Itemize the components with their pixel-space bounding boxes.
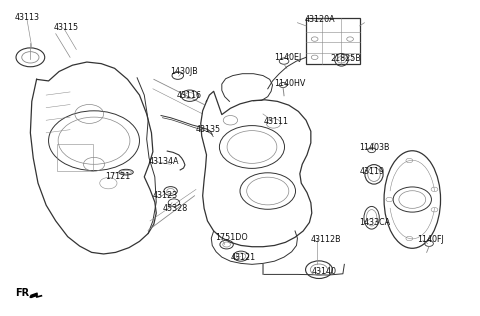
- Text: 43112B: 43112B: [311, 235, 341, 244]
- Text: 1433CA: 1433CA: [359, 218, 390, 227]
- Text: 1430JB: 1430JB: [170, 67, 198, 76]
- Text: 45328: 45328: [162, 204, 188, 213]
- Text: 1140EJ: 1140EJ: [275, 53, 302, 62]
- Text: 1751DO: 1751DO: [215, 233, 248, 242]
- Text: 43123: 43123: [153, 191, 178, 200]
- Text: 43121: 43121: [230, 252, 255, 262]
- Text: 43119: 43119: [360, 167, 385, 176]
- Text: 43115: 43115: [53, 23, 78, 32]
- Text: 43111: 43111: [264, 117, 289, 126]
- Text: 43134A: 43134A: [149, 157, 180, 166]
- Text: 43140: 43140: [312, 267, 337, 276]
- Bar: [57, 144, 93, 171]
- Text: 43116: 43116: [177, 91, 202, 100]
- Text: 43113: 43113: [15, 14, 40, 22]
- Text: 17121: 17121: [105, 172, 130, 181]
- Text: 11403B: 11403B: [360, 143, 390, 152]
- Text: 21825B: 21825B: [330, 54, 361, 64]
- Text: 1140FJ: 1140FJ: [417, 235, 444, 244]
- Text: FR: FR: [15, 288, 29, 298]
- Text: 43135: 43135: [196, 125, 221, 134]
- Bar: [306, 18, 360, 64]
- Text: 43120A: 43120A: [305, 15, 335, 24]
- Text: 1140HV: 1140HV: [275, 79, 306, 88]
